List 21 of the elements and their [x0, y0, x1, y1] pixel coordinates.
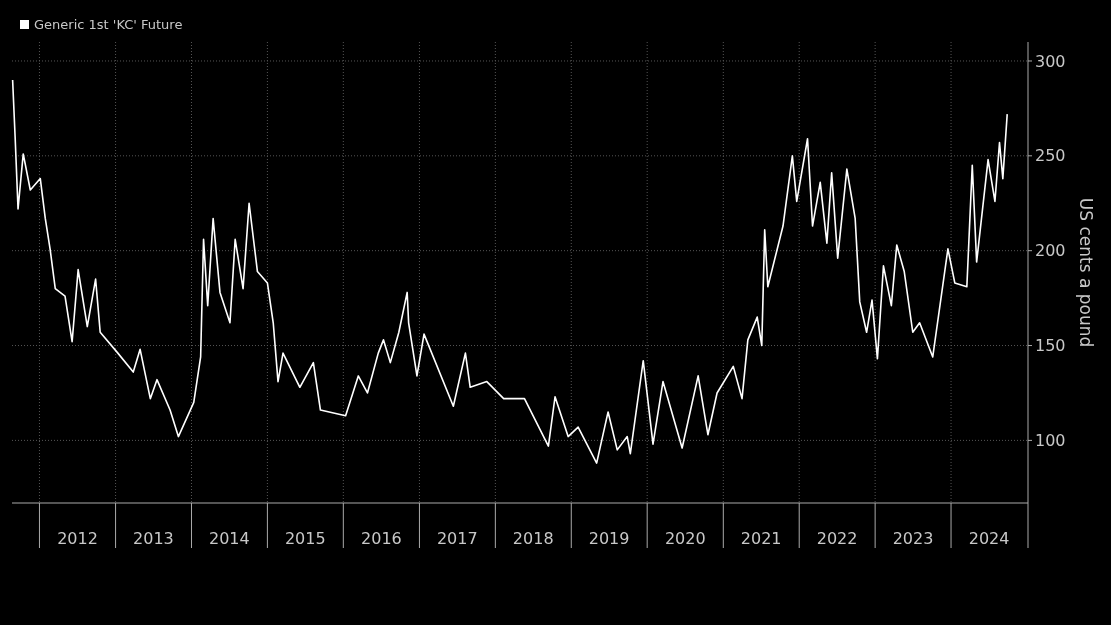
x-tick-label: 2022 — [816, 529, 858, 548]
y-tick-label: 200 — [1035, 241, 1066, 261]
y-tick-label: 150 — [1035, 336, 1066, 356]
legend-label: Generic 1st 'KC' Future — [34, 16, 183, 32]
x-tick-label: 2021 — [740, 529, 782, 548]
x-tick-label: 2024 — [968, 529, 1010, 548]
y-tick-label: 100 — [1035, 431, 1066, 450]
x-tick-label: 2019 — [588, 529, 630, 548]
x-tick-label: 2020 — [664, 529, 706, 548]
x-tick-label: 2015 — [284, 529, 326, 548]
y-tick-label: 300 — [1035, 51, 1066, 71]
line-series — [11, 79, 1008, 464]
x-tick-label: 2016 — [361, 529, 402, 548]
x-tick-label: 2017 — [436, 529, 478, 548]
x-tick-label: 2023 — [892, 529, 934, 548]
x-tick-label: 2018 — [512, 529, 554, 548]
x-tick-label: 2014 — [208, 529, 250, 548]
y-tick-label: 250 — [1035, 146, 1066, 166]
x-tick-label: 2012 — [57, 529, 98, 548]
x-tick-label: 2013 — [133, 529, 174, 548]
y-axis-title: US cents a pound — [1076, 197, 1096, 348]
